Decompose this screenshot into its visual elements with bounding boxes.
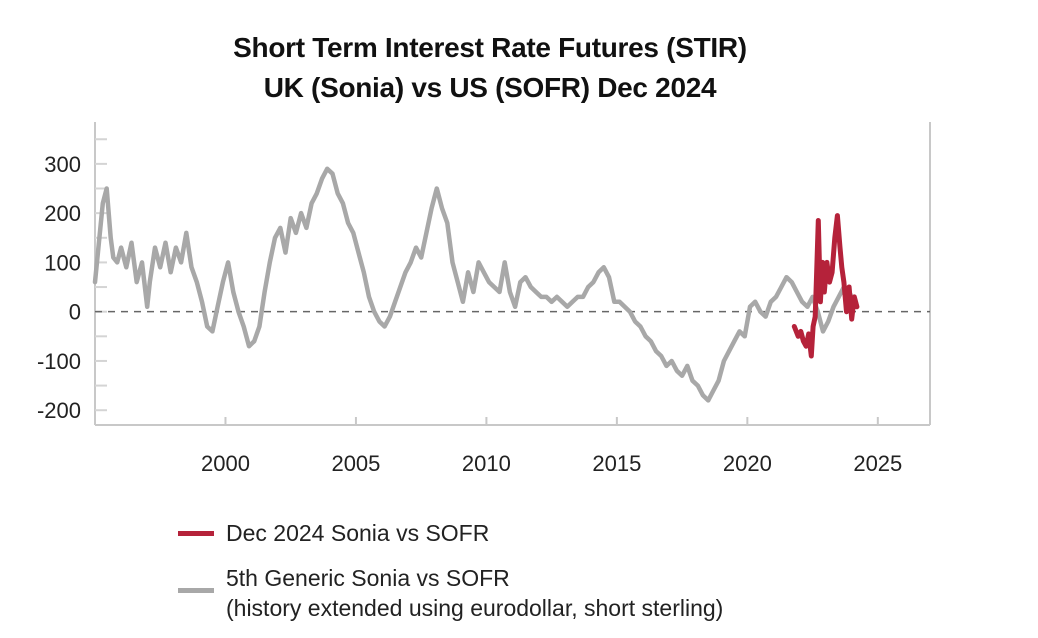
legend-label-5th-generic-line2: (history extended using eurodollar, shor… <box>226 595 724 621</box>
y-tick-label: -100 <box>37 349 81 374</box>
legend-swatch-dec-2024 <box>178 531 214 536</box>
x-tick-label: 2000 <box>201 451 250 476</box>
chart-area: 300 200 100 0 -100 -200 2000 2005 2010 2015 2020 20… <box>37 122 931 476</box>
legend-swatch-5th-generic <box>178 588 214 593</box>
series-line-5th-generic <box>92 166 857 403</box>
y-tick-label: 100 <box>44 250 81 275</box>
y-tick-label: 300 <box>44 152 81 177</box>
x-tick-label: 2025 <box>853 451 902 476</box>
legend-label-dec-2024: Dec 2024 Sonia vs SOFR <box>226 520 490 546</box>
chart-title: Short Term Interest Rate Futures (STIR) <box>233 32 747 63</box>
x-tick-label: 2020 <box>723 451 772 476</box>
chart-subtitle: UK (Sonia) vs US (SOFR) Dec 2024 <box>263 72 717 103</box>
x-tick-label: 2010 <box>462 451 511 476</box>
legend-label-5th-generic: 5th Generic Sonia vs SOFR <box>226 565 510 591</box>
y-tick-label: -200 <box>37 398 81 423</box>
series-line-dec-2024 <box>791 213 860 359</box>
x-tick-label: 2005 <box>331 451 380 476</box>
y-tick-label: 0 <box>69 300 81 325</box>
x-tick-label: 2015 <box>592 451 641 476</box>
y-tick-label: 200 <box>44 201 81 226</box>
